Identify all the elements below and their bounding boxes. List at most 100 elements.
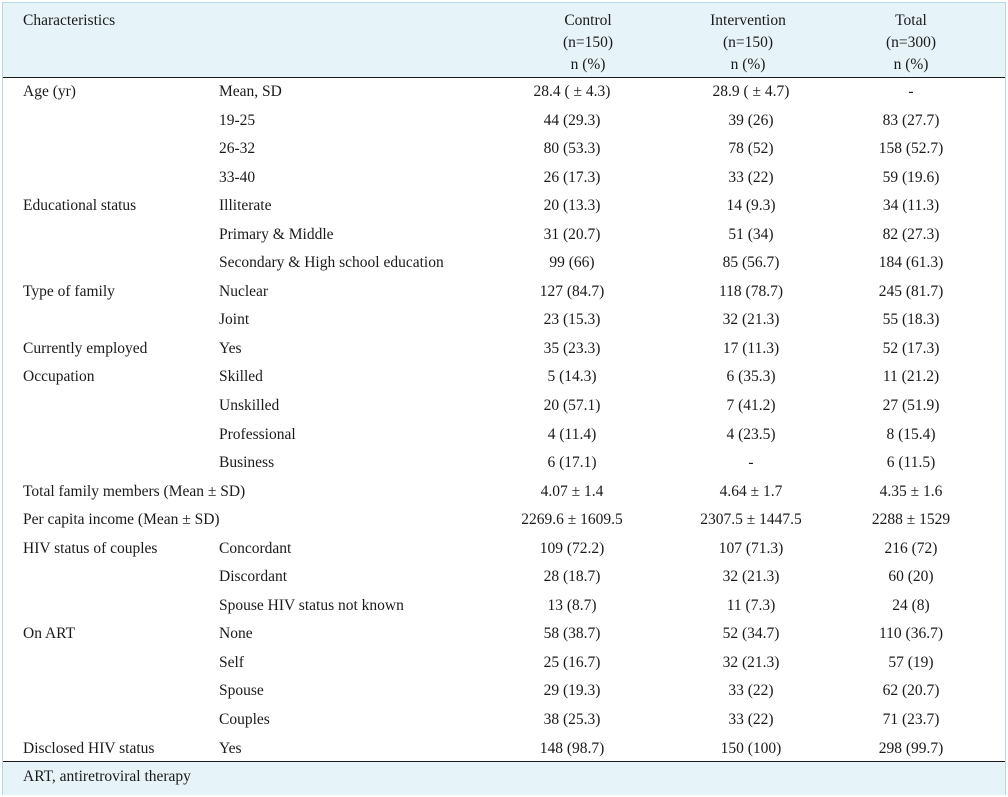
header-intervention-n: (n=150) (722, 34, 774, 51)
table-row: HIV status of couples Concordant 109 (72.2… (3, 535, 1005, 564)
cell-control: 35 (23.3) (543, 339, 601, 357)
row-subgroup-label: Concordant (219, 539, 292, 557)
header-control-unit: n (%) (570, 56, 606, 73)
row-subgroup-label: Unskilled (219, 397, 280, 415)
cell-total: 4.35 ± 1.6 (879, 482, 943, 500)
table-row: Unskilled 20 (57.1) 7 (41.2) 27 (51.9) (3, 392, 1005, 421)
cell-intervention: 32 (21.3) (722, 653, 780, 671)
cell-control: 2269.6 ± 1609.5 (521, 511, 623, 529)
cell-intervention: 17 (11.3) (722, 339, 780, 357)
cell-control: 20 (13.3) (543, 197, 601, 215)
table-row: Spouse 29 (19.3) 33 (22) 62 (20.7) (3, 677, 1005, 706)
table-footnote: ART, antiretroviral therapy (3, 761, 1005, 795)
table-row: Self 25 (16.7) 32 (21.3) 57 (19) (3, 649, 1005, 678)
cell-total: 82 (27.3) (882, 225, 940, 243)
header-total: Total (n=300) n (%) (836, 10, 986, 76)
table-row: Type of family Nuclear 127 (84.7) 118 (78.7… (3, 278, 1005, 307)
cell-control: 23 (15.3) (543, 311, 601, 329)
row-subgroup-label: Self (219, 653, 244, 671)
cell-control: 29 (19.3) (543, 682, 601, 700)
cell-intervention: 33 (22) (728, 682, 774, 700)
table-body: Age (yr) Mean, SD 28.4 ( ± 4.3) 28.9 ( ± 4.… (3, 78, 1005, 763)
cell-control: 148 (98.7) (539, 739, 605, 757)
cell-intervention: - (748, 454, 754, 472)
row-subgroup-label: Professional (219, 425, 296, 443)
table-row: Disclosed HIV status Yes 148 (98.7) 150 (10… (3, 735, 1005, 764)
cell-intervention: 39 (26) (728, 111, 774, 129)
table-row: Discordant 28 (18.7) 32 (21.3) 60 (20) (3, 563, 1005, 592)
header-intervention-unit: n (%) (730, 56, 766, 73)
table-header: Characteristics Control (n=150) n (%) In… (3, 3, 1005, 78)
cell-control: 13 (8.7) (547, 596, 597, 614)
header-intervention-title: Intervention (710, 12, 786, 29)
cell-control: 6 (17.1) (547, 454, 597, 472)
cell-control: 58 (38.7) (543, 625, 601, 643)
cell-total: 158 (52.7) (878, 140, 944, 158)
cell-control: 38 (25.3) (543, 711, 601, 729)
header-total-title: Total (895, 12, 927, 29)
header-total-unit: n (%) (893, 56, 929, 73)
cell-control: 109 (72.2) (539, 539, 605, 557)
table-row: Primary & Middle 31 (20.7) 51 (34) 82 (27.3… (3, 221, 1005, 250)
row-group-label: Occupation (23, 368, 95, 386)
cell-total: 110 (36.7) (879, 625, 943, 643)
cell-intervention: 4 (23.5) (726, 425, 776, 443)
cell-total: 71 (23.7) (882, 711, 940, 729)
cell-total: 59 (19.6) (882, 168, 940, 186)
row-subgroup-label: Mean, SD (219, 83, 282, 100)
cell-total: 52 (17.3) (882, 339, 940, 357)
cell-control: 28.4 ( ± 4.3) (533, 83, 611, 100)
cell-intervention: 150 (100) (720, 739, 782, 757)
row-subgroup-label: Business (219, 454, 275, 472)
row-group-label: HIV status of couples (23, 539, 158, 557)
cell-intervention: 14 (9.3) (726, 197, 776, 215)
cell-control: 99 (66) (549, 254, 595, 272)
row-subgroup-label: 19-25 (219, 111, 256, 129)
row-subgroup-label: 26-32 (219, 140, 256, 158)
cell-total: 62 (20.7) (882, 682, 940, 700)
cell-intervention: 11 (7.3) (726, 596, 776, 614)
cell-intervention: 33 (22) (728, 168, 774, 186)
table-row: Professional 4 (11.4) 4 (23.5) 8 (15.4) (3, 421, 1005, 450)
row-subgroup-label: Yes (219, 339, 242, 357)
cell-control: 127 (84.7) (539, 282, 605, 300)
row-group-label: Currently employed (23, 339, 148, 357)
cell-total: - (908, 83, 914, 100)
cell-intervention: 4.64 ± 1.7 (719, 482, 783, 500)
footnote-text: ART, antiretroviral therapy (23, 768, 191, 785)
cell-total: 298 (99.7) (878, 739, 944, 757)
cell-total: 216 (72) (884, 539, 938, 557)
table-row: Occupation Skilled 5 (14.3) 6 (35.3) 11 (21.… (3, 363, 1005, 392)
cell-control: 4.07 ± 1.4 (540, 482, 604, 500)
table-row: Age (yr) Mean, SD 28.4 ( ± 4.3) 28.9 ( ± 4.… (3, 78, 1005, 107)
table-row: Joint 23 (15.3) 32 (21.3) 55 (18.3) (3, 306, 1005, 335)
cell-control: 4 (11.4) (547, 425, 597, 443)
table-row: Educational status Illiterate 20 (13.3) 14 … (3, 192, 1005, 221)
row-subgroup-label: Spouse (219, 682, 264, 700)
cell-control: 26 (17.3) (543, 168, 601, 186)
row-subgroup-label: Couples (219, 711, 270, 729)
cell-control: 80 (53.3) (543, 140, 601, 158)
row-group-label: On ART (23, 625, 76, 643)
row-subgroup-label: Discordant (219, 568, 288, 586)
table-row: Couples 38 (25.3) 33 (22) 71 (23.7) (3, 706, 1005, 735)
row-subgroup-label: Yes (219, 739, 242, 757)
row-subgroup-label: Spouse HIV status not known (219, 596, 404, 614)
cell-control: 25 (16.7) (543, 653, 601, 671)
cell-total: 184 (61.3) (878, 254, 944, 272)
table-row: 26-32 80 (53.3) 78 (52) 158 (52.7) (3, 135, 1005, 164)
cell-control: 31 (20.7) (543, 225, 601, 243)
row-subgroup-label: None (219, 625, 253, 643)
row-group-label: Disclosed HIV status (23, 739, 155, 757)
cell-total: 27 (51.9) (882, 397, 940, 415)
table-row: Business 6 (17.1) - 6 (11.5) (3, 449, 1005, 478)
row-group-label: Age (yr) (23, 83, 76, 100)
table-row: Secondary & High school education 99 (66)… (3, 249, 1005, 278)
table-row: 33-40 26 (17.3) 33 (22) 59 (19.6) (3, 164, 1005, 193)
row-subgroup-label: 33-40 (219, 168, 256, 186)
row-group-label: Type of family (23, 282, 115, 300)
cell-control: 20 (57.1) (543, 397, 601, 415)
row-subgroup-label: Joint (219, 311, 250, 329)
cell-total: 55 (18.3) (882, 311, 940, 329)
